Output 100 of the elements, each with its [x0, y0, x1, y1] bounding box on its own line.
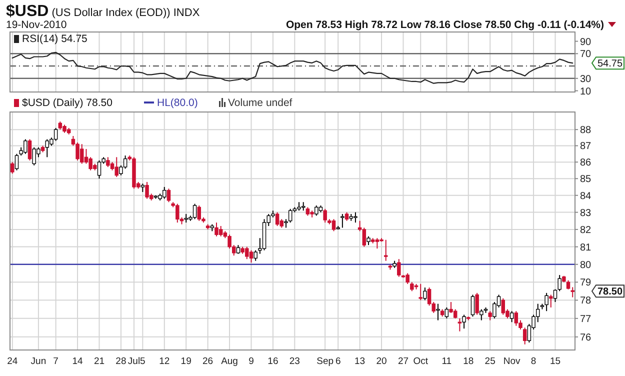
candlestick	[249, 250, 254, 264]
candlestick	[54, 127, 58, 142]
x-tick-label: Aug	[221, 356, 238, 367]
candlestick	[384, 239, 388, 262]
legend-label: RSI(14) 54.75	[22, 33, 88, 45]
y-tick-label: 88	[580, 125, 592, 136]
x-tick-label: 11	[442, 356, 452, 367]
x-tick-label: 23	[289, 356, 300, 367]
x-tick-label: Jun	[30, 356, 46, 367]
candlestick	[76, 142, 80, 161]
x-tick-label: Jul	[128, 356, 140, 367]
x-tick-label: 26	[202, 356, 214, 367]
x-tick-label: 18	[463, 356, 474, 367]
x-tick-label: 16	[268, 356, 278, 367]
x-tick-label: 20	[376, 356, 387, 367]
candlestick	[275, 212, 280, 226]
candlestick	[549, 294, 553, 308]
candlestick	[553, 288, 558, 302]
candlestick	[166, 188, 171, 203]
legend-label: HL(80.0)	[157, 97, 198, 109]
candlestick	[488, 310, 492, 321]
x-tick-label: 7	[53, 356, 58, 367]
candlestick	[544, 292, 548, 312]
y-tick-label: 30	[580, 74, 592, 85]
x-tick-label: Oct	[413, 356, 428, 367]
candlestick	[470, 294, 475, 318]
y-tick-label: 85	[580, 174, 592, 186]
candlestick	[362, 227, 366, 248]
candlestick	[14, 153, 19, 171]
x-tick-label: 27	[398, 356, 409, 367]
candlestick	[114, 156, 118, 178]
x-tick-label: 24	[7, 356, 18, 367]
x-tick-label: Sep	[316, 356, 334, 367]
x-tick-label: 8	[530, 356, 536, 367]
candlestick	[480, 308, 484, 321]
x-tick-label: 13	[354, 356, 366, 367]
y-tick-label: 81	[580, 242, 592, 254]
candlestick	[558, 274, 562, 292]
y-tick-label: 76	[580, 332, 592, 344]
x-tick-label: 6	[335, 356, 341, 367]
x-tick-label: 5	[140, 356, 146, 367]
x-tick-label: 15	[550, 356, 561, 367]
x-tick-label: 28	[116, 356, 126, 367]
candlestick	[97, 160, 102, 180]
y-tick-label: 86	[580, 158, 592, 169]
candlestick	[510, 310, 514, 323]
candlestick	[570, 286, 574, 298]
candlestick	[462, 314, 466, 330]
candlestick	[323, 208, 327, 224]
candlestick	[254, 250, 258, 262]
y-tick-label: 83	[580, 208, 592, 219]
candlestick	[436, 303, 440, 321]
y-tick-label: 90	[580, 36, 592, 48]
y-tick-label: 78	[580, 296, 592, 307]
text: 54.75	[597, 58, 623, 70]
y-tick-label: 77	[580, 314, 592, 325]
y-tick-label: 10	[580, 86, 592, 98]
candlestick	[406, 272, 410, 284]
line-series	[12, 52, 574, 84]
candlestick	[397, 258, 401, 278]
text: 78.50	[597, 286, 623, 298]
chart-title: $USD (US Dollar Index (EOD)) INDX	[6, 3, 200, 20]
text: Volume undef	[228, 97, 292, 109]
x-tick-label: 12	[159, 356, 170, 367]
candlestick	[214, 222, 218, 237]
candlestick	[423, 287, 427, 301]
y-tick-label: 84	[580, 190, 592, 202]
y-tick-label: 70	[580, 49, 592, 60]
y-tick-label: 79	[580, 278, 592, 289]
candlestick	[145, 181, 149, 200]
candlestick	[28, 138, 32, 161]
y-tick-label: 80	[580, 260, 592, 271]
candlestick	[475, 292, 479, 316]
candlestick	[332, 218, 336, 232]
chart-subtitle: 19-Nov-2010	[6, 19, 67, 31]
x-tick-label: 14	[72, 356, 83, 367]
y-tick-label: 87	[580, 141, 592, 152]
x-tick-label: 9	[248, 356, 254, 367]
candlestick	[444, 306, 449, 319]
candlestick	[192, 203, 197, 220]
y-tick-label: 82	[580, 224, 592, 236]
candlestick	[453, 308, 458, 319]
candlestick	[522, 327, 527, 345]
candlestick	[218, 226, 223, 237]
candlestick	[458, 318, 462, 332]
x-tick-label: 19	[180, 356, 192, 367]
candlestick	[288, 208, 292, 224]
text: Open 78.53 High 78.72 Low 78.16 Close 78.50 Chg -0.11 (-0.14%)	[286, 19, 604, 31]
candlestick	[514, 310, 518, 326]
x-tick-label: Nov	[503, 356, 521, 367]
candlestick	[340, 214, 344, 228]
x-tick-label: 25	[484, 356, 496, 367]
candlestick	[228, 234, 232, 250]
candlestick	[10, 162, 14, 174]
x-tick-label: 21	[94, 356, 105, 367]
candlestick	[354, 212, 358, 224]
candlestick	[106, 156, 110, 168]
candlestick	[418, 283, 422, 301]
candlestick	[314, 205, 318, 216]
candlestick	[375, 238, 380, 250]
